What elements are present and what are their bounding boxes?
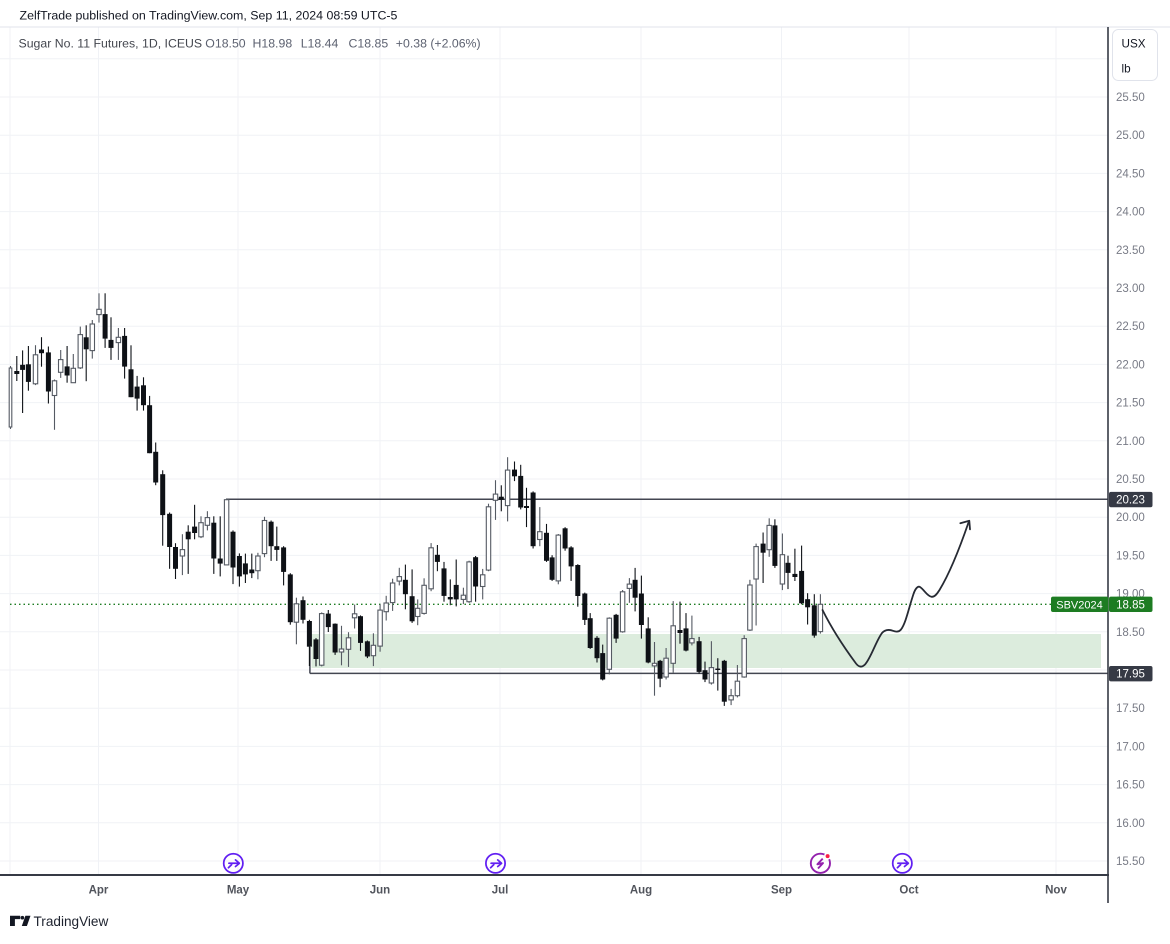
svg-text:15.50: 15.50 xyxy=(1116,856,1145,868)
svg-text:23.00: 23.00 xyxy=(1116,283,1145,295)
svg-text:21.50: 21.50 xyxy=(1116,398,1145,410)
svg-text:24.50: 24.50 xyxy=(1116,168,1145,180)
svg-text:USX: USX xyxy=(1122,38,1146,51)
svg-text:Oct: Oct xyxy=(899,885,918,897)
svg-text:Nov: Nov xyxy=(1045,885,1067,897)
svg-text:+0.38 (+2.06%): +0.38 (+2.06%) xyxy=(396,37,481,51)
svg-text:20.23: 20.23 xyxy=(1116,495,1145,507)
svg-text:20.50: 20.50 xyxy=(1116,474,1145,486)
svg-text:Apr: Apr xyxy=(89,885,109,897)
svg-text:25.50: 25.50 xyxy=(1116,92,1145,104)
svg-text:SBV2024: SBV2024 xyxy=(1056,599,1102,611)
svg-text:19.50: 19.50 xyxy=(1116,550,1145,562)
svg-text:C18.85: C18.85 xyxy=(349,37,389,51)
svg-text:17.00: 17.00 xyxy=(1116,741,1145,753)
svg-text:O18.50: O18.50 xyxy=(205,37,245,51)
svg-text:L18.44: L18.44 xyxy=(301,37,339,51)
svg-text:17.50: 17.50 xyxy=(1116,703,1145,715)
svg-text:Jul: Jul xyxy=(492,885,509,897)
svg-text:18.50: 18.50 xyxy=(1116,627,1145,639)
svg-text:20.00: 20.00 xyxy=(1116,512,1145,524)
svg-text:21.00: 21.00 xyxy=(1116,436,1145,448)
svg-text:24.00: 24.00 xyxy=(1116,207,1145,219)
svg-text:H18.98: H18.98 xyxy=(253,37,293,51)
svg-text:ZelfTrade published on Trading: ZelfTrade published on TradingView.com, … xyxy=(20,9,398,23)
svg-text:23.50: 23.50 xyxy=(1116,245,1145,257)
svg-text:18.85: 18.85 xyxy=(1116,599,1145,611)
svg-text:lb: lb xyxy=(1122,63,1132,76)
svg-text:May: May xyxy=(227,885,250,897)
svg-text:Aug: Aug xyxy=(630,885,652,897)
svg-text:16.50: 16.50 xyxy=(1116,780,1145,792)
svg-text:16.00: 16.00 xyxy=(1116,818,1145,830)
svg-text:TradingView: TradingView xyxy=(34,914,109,929)
svg-text:22.00: 22.00 xyxy=(1116,359,1145,371)
svg-text:25.00: 25.00 xyxy=(1116,130,1145,142)
svg-text:Sugar No. 11 Futures, 1D, ICEU: Sugar No. 11 Futures, 1D, ICEUS xyxy=(19,37,203,51)
svg-text:Sep: Sep xyxy=(771,885,792,897)
svg-text:Jun: Jun xyxy=(370,885,390,897)
svg-text:22.50: 22.50 xyxy=(1116,321,1145,333)
svg-text:17.95: 17.95 xyxy=(1116,669,1145,681)
